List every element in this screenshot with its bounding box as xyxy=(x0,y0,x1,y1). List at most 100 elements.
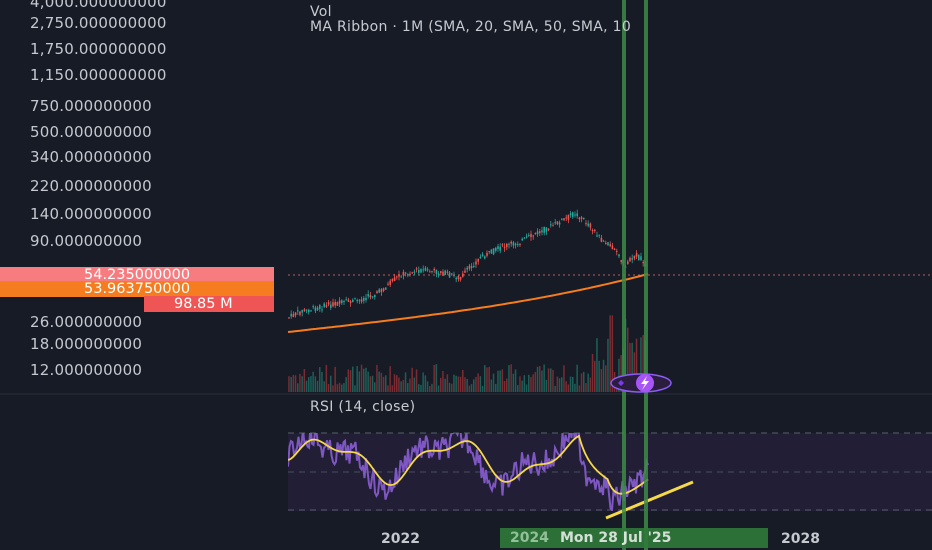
rsi-ma-line xyxy=(288,434,649,495)
volume-bar xyxy=(415,369,418,392)
volume-bar xyxy=(391,385,394,392)
candle-body xyxy=(468,265,471,269)
volume-bar xyxy=(457,376,460,392)
volume-legend[interactable]: Vol xyxy=(310,4,332,20)
candle-body xyxy=(587,223,589,226)
candle-body xyxy=(605,242,607,244)
volume-bar xyxy=(468,385,471,392)
candle-body xyxy=(378,289,380,293)
volume-bar xyxy=(620,354,622,392)
candle-body xyxy=(609,244,611,247)
volume-bar xyxy=(501,369,504,392)
candle-body xyxy=(409,273,411,276)
candle-body xyxy=(525,236,528,238)
candle-body xyxy=(387,283,389,285)
candle-body xyxy=(475,261,477,265)
volume-bar xyxy=(543,364,545,392)
volume-bar xyxy=(426,381,429,392)
candle-body xyxy=(374,295,376,298)
volume-bar xyxy=(387,385,389,392)
candle-body xyxy=(385,287,387,290)
candle-body xyxy=(640,256,642,261)
volume-bar xyxy=(481,385,484,392)
crosshair-date-range: 2024 Mon 28 Jul '25 xyxy=(500,528,768,548)
rsi-line xyxy=(288,433,649,511)
volume-bar xyxy=(446,374,449,392)
vertical-marker-1[interactable] xyxy=(622,0,626,550)
rsi-legend[interactable]: RSI (14, close) xyxy=(310,399,416,415)
volume-bar xyxy=(418,384,420,392)
volume-bar xyxy=(539,366,541,392)
candle-body xyxy=(444,270,446,275)
volume-bar xyxy=(455,375,457,392)
volume-bar xyxy=(376,364,378,392)
candle-body xyxy=(556,221,559,225)
crosshair-date-shadow: 2024 xyxy=(510,530,549,546)
candle-body xyxy=(499,246,501,251)
vertical-marker-2[interactable] xyxy=(644,0,648,550)
candle-body xyxy=(429,271,431,273)
volume-bar xyxy=(552,369,554,392)
candle-body xyxy=(365,297,367,301)
volume-bar xyxy=(556,376,559,392)
candle-body xyxy=(398,274,400,277)
trend-line[interactable] xyxy=(605,480,694,520)
volume-bars xyxy=(288,315,647,392)
volume-bar xyxy=(437,385,440,392)
volume-bar xyxy=(363,368,365,392)
volume-bar xyxy=(327,384,330,392)
candle-body xyxy=(305,309,308,311)
volume-bar xyxy=(499,370,501,392)
price-axis-label: 220.000000000 xyxy=(30,177,152,195)
price-axis-label: 1,750.000000000 xyxy=(30,40,167,58)
volume-bar xyxy=(314,376,317,392)
volume-bar xyxy=(422,372,424,392)
price-candles xyxy=(288,209,647,319)
volume-bar xyxy=(574,383,576,392)
candle-body xyxy=(503,247,506,249)
candle-body xyxy=(288,317,290,319)
volume-bar xyxy=(453,374,455,392)
ma-ribbon-legend[interactable]: MA Ribbon · 1M (SMA, 20, SMA, 50, SMA, 1… xyxy=(310,19,632,35)
volume-bar xyxy=(475,376,477,392)
candle-body xyxy=(426,269,429,271)
candle-body xyxy=(580,217,583,219)
volume-bar xyxy=(319,367,321,392)
candle-body xyxy=(565,217,567,219)
volume-bar xyxy=(572,376,574,392)
last-price-badge: 54.235000000 xyxy=(0,267,274,283)
volume-bar xyxy=(607,338,609,392)
volume-bar xyxy=(288,376,290,392)
candle-body xyxy=(642,262,644,264)
volume-bar xyxy=(519,376,521,392)
candle-body xyxy=(292,314,295,317)
candle-body xyxy=(635,253,638,257)
candle-body xyxy=(323,303,325,307)
volume-bar xyxy=(506,378,508,392)
candle-body xyxy=(418,269,420,273)
volume-bar xyxy=(451,383,453,392)
volume-bar xyxy=(354,385,356,392)
volume-bar xyxy=(442,371,444,392)
candle-body xyxy=(424,267,427,271)
volume-badge: 98.85 M xyxy=(144,296,274,312)
volume-bar xyxy=(550,368,552,392)
volume-bar xyxy=(541,370,543,392)
candle-body xyxy=(497,246,499,249)
candle-body xyxy=(613,248,616,250)
candle-body xyxy=(413,271,416,273)
volume-bar xyxy=(609,315,611,392)
price-axis-label: 750.000000000 xyxy=(30,97,152,115)
volume-bar xyxy=(510,364,512,392)
volume-bar xyxy=(301,376,303,392)
volume-bar xyxy=(358,371,361,392)
candle-body xyxy=(598,234,600,236)
lightning-icon[interactable] xyxy=(610,373,672,393)
volume-bar xyxy=(398,377,400,392)
candle-body xyxy=(347,299,350,302)
volume-bar xyxy=(371,375,374,392)
candle-body xyxy=(396,276,398,278)
volume-bar xyxy=(367,371,369,392)
candle-body xyxy=(404,272,407,274)
